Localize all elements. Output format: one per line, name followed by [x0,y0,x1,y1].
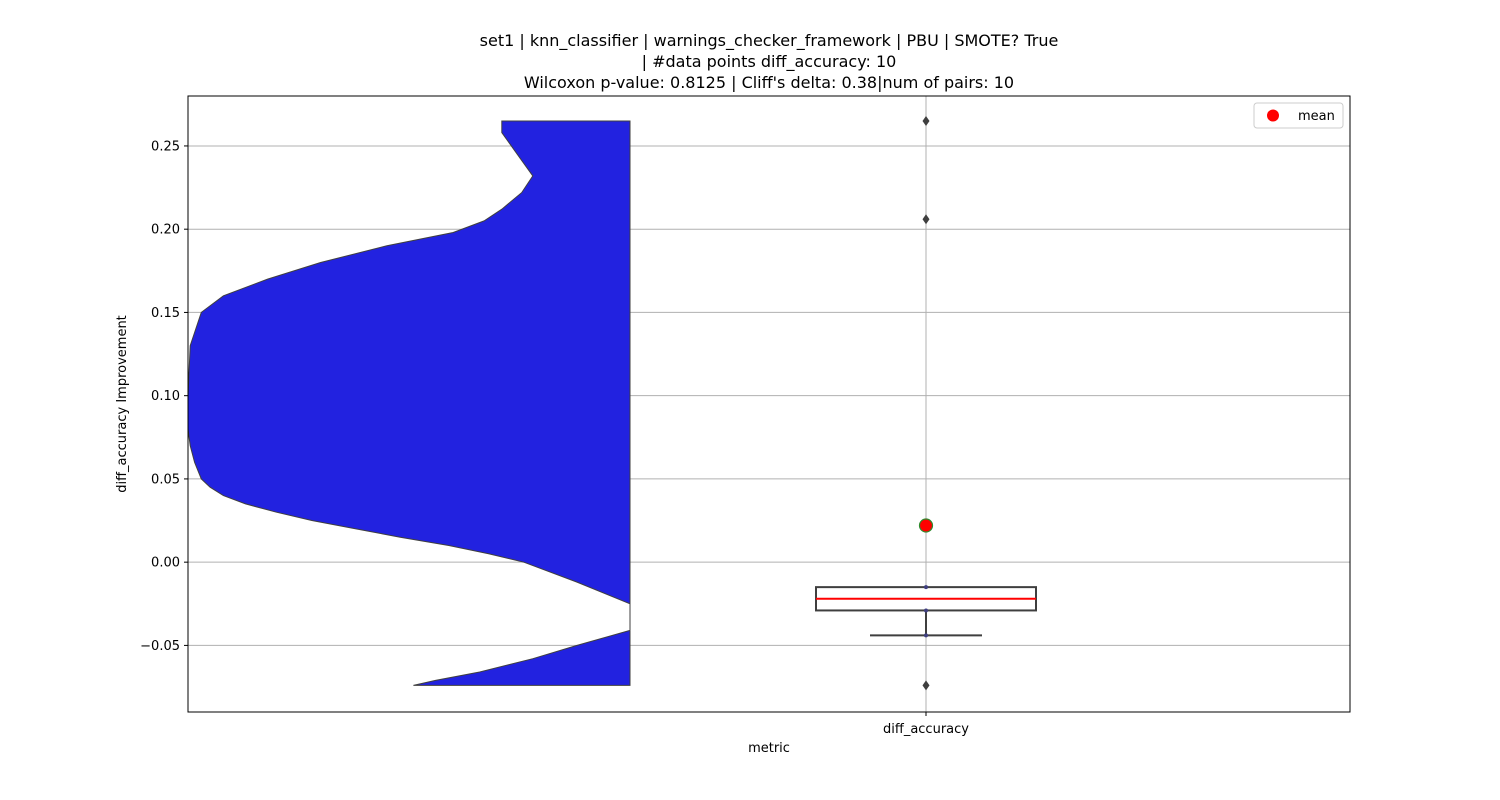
chart-title-line-3: Wilcoxon p-value: 0.8125 | Cliff's delta… [524,73,1014,92]
outlier-marker [922,115,930,126]
violin-group [187,120,631,686]
y-axis-ticks: −0.05 0.00 0.05 0.10 0.15 0.20 0.25 [140,139,188,654]
y-tick-label: 0.25 [151,139,180,154]
chart-title-line-1: set1 | knn_classifier | warnings_checker… [480,31,1059,51]
data-point [924,608,928,613]
y-tick-label: 0.05 [151,472,180,487]
chart-title-line-2: | #data points diff_accuracy: 10 [642,52,897,72]
chart-title: set1 | knn_classifier | warnings_checker… [480,31,1059,92]
legend-box [1253,102,1344,129]
y-tick-label: 0.10 [151,389,180,404]
data-point [924,585,928,590]
outlier-marker [922,680,930,691]
data-point [924,633,928,638]
x-tick-label: diff_accuracy [883,722,969,737]
legend-mean-label: mean [1298,109,1335,124]
boxplot-group [815,115,1037,691]
legend: mean [1253,102,1344,129]
y-tick-label: 0.15 [151,306,180,321]
outlier-marker [922,214,930,225]
y-tick-label: 0.20 [151,223,180,238]
x-axis-label: metric [748,741,790,756]
legend-mean-marker [1267,109,1279,122]
x-axis-ticks: diff_accuracy [883,712,969,737]
y-axis-label: diff_accuracy Improvement [115,315,130,493]
mean-marker [918,518,934,533]
y-tick-label: −0.05 [140,639,180,654]
y-tick-label: 0.00 [151,556,180,571]
violin-shape [187,120,631,686]
plot-frame [187,95,1351,713]
